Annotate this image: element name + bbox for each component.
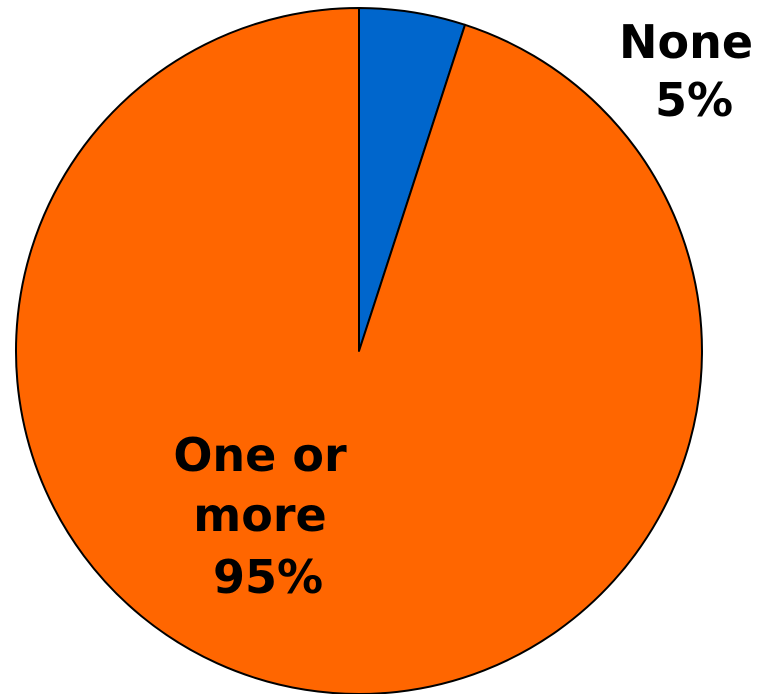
pie-slice-one-or-more [14, 7, 703, 694]
pie-slices [14, 7, 703, 694]
slice-label-one-or-more-line-2: more [193, 488, 326, 542]
slice-label-one-or-more: One or more 95% [173, 428, 362, 604]
slice-label-none-value: 5% [655, 73, 733, 127]
slice-label-none: None 5% [619, 15, 763, 127]
slice-label-one-or-more-value: 95% [213, 550, 323, 604]
slice-label-none-name: None [619, 15, 753, 69]
slice-label-one-or-more-line-1: One or [173, 428, 347, 482]
